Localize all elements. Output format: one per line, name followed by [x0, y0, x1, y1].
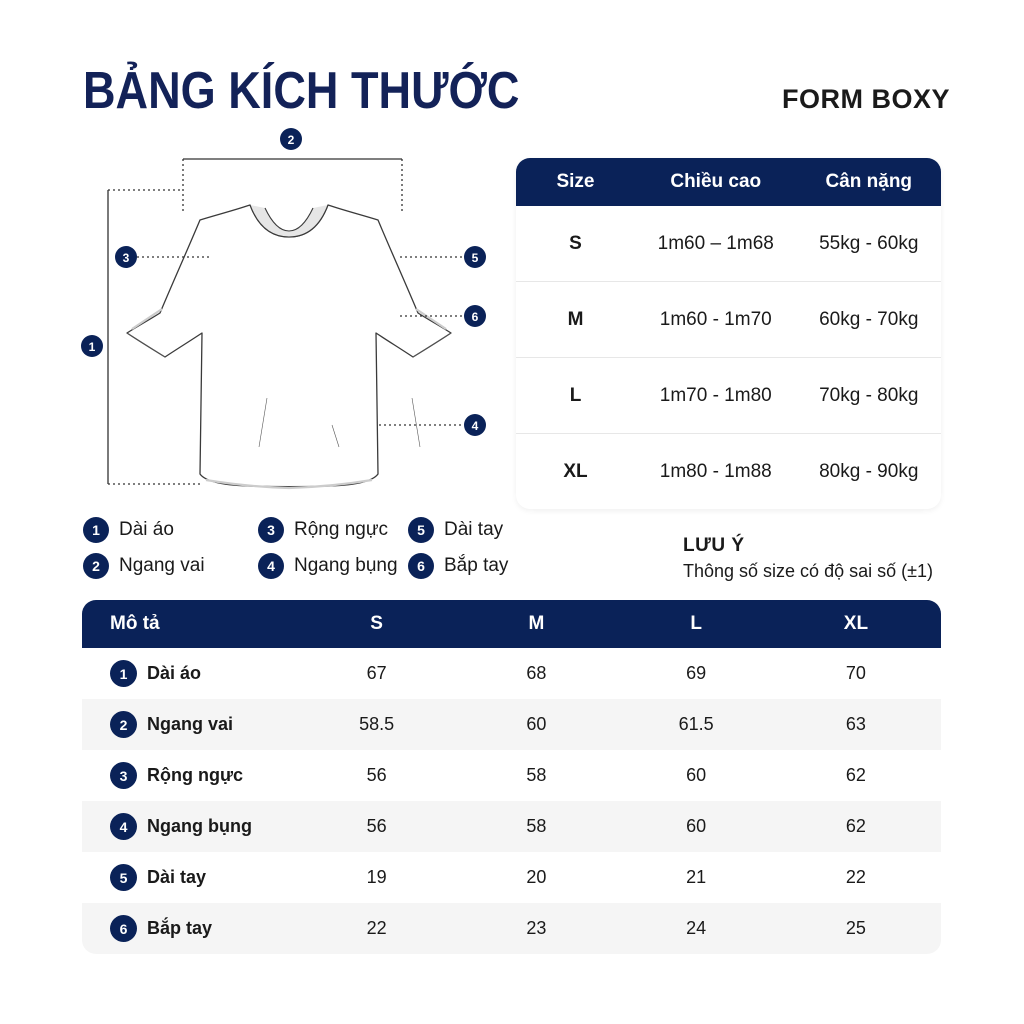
- svg-text:2: 2: [288, 133, 295, 147]
- svg-text:3: 3: [123, 251, 130, 265]
- svg-text:4: 4: [472, 419, 479, 433]
- svg-text:1: 1: [89, 340, 96, 354]
- svg-text:6: 6: [472, 310, 479, 324]
- svg-text:5: 5: [472, 251, 479, 265]
